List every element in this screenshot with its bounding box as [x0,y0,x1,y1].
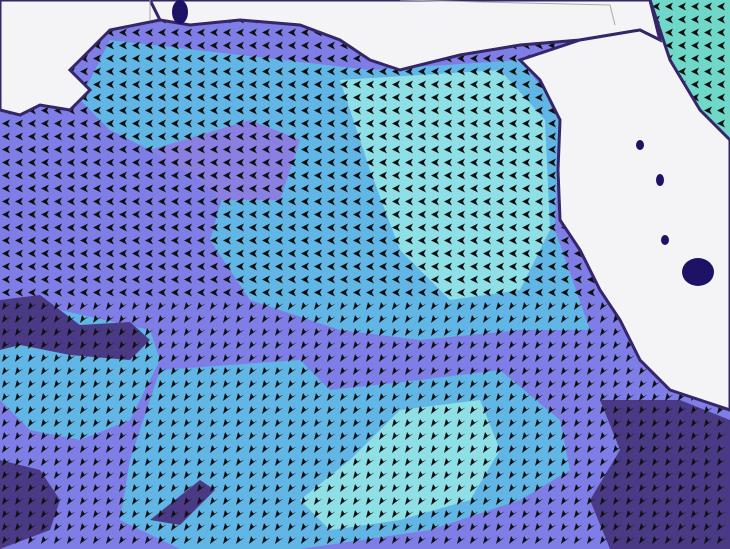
lake [656,174,664,186]
land [517,0,730,412]
state-border [149,0,616,26]
lake [661,235,669,245]
lake [682,258,714,286]
lake [172,0,188,24]
direction-arrows [0,300,730,549]
lake [636,140,644,150]
